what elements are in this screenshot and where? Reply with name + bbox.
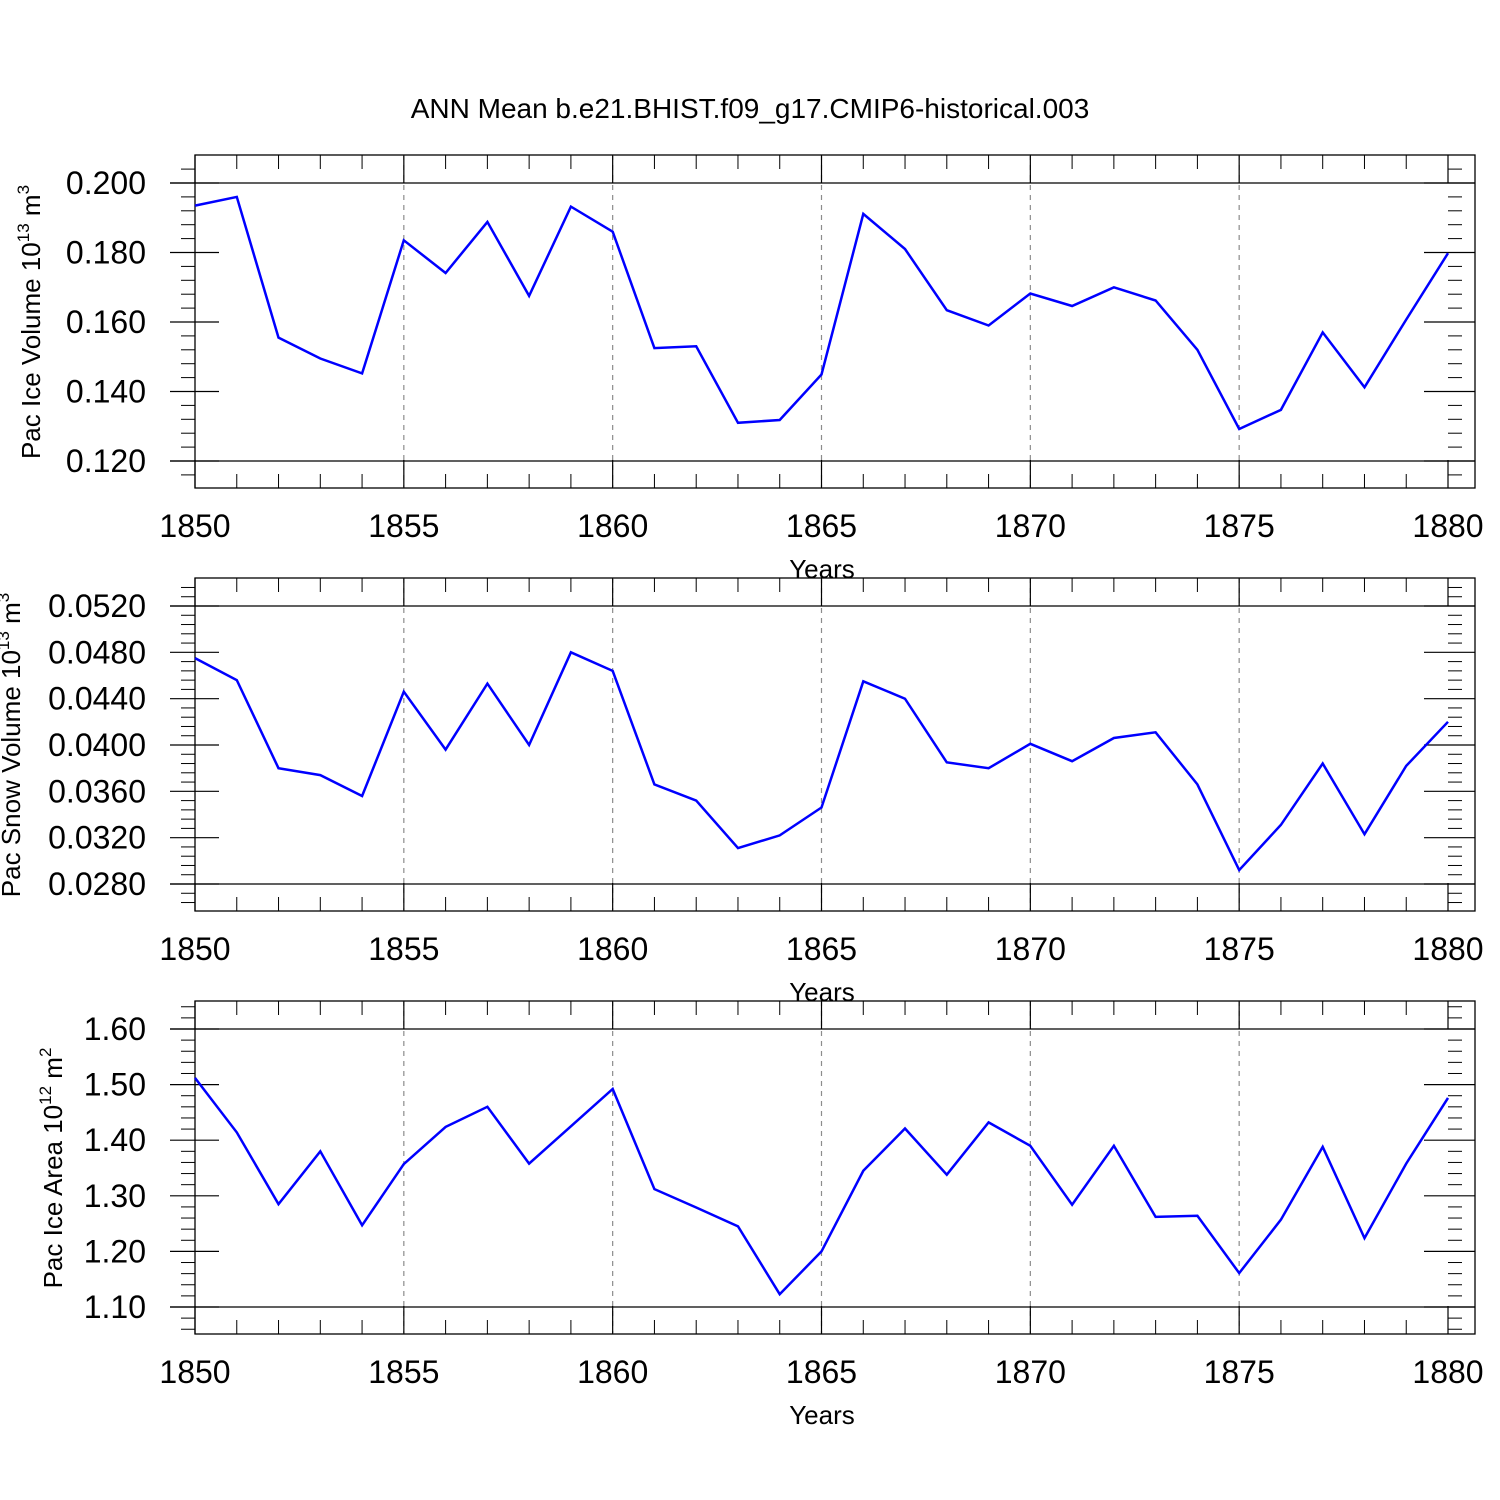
series-line (194, 1077, 1450, 1297)
x-tick-label: 1875 (1204, 931, 1275, 967)
y-tick-label: 0.0280 (48, 866, 146, 902)
y-tick-label: 0.0520 (48, 588, 146, 624)
x-tick-label: 1880 (1412, 931, 1483, 967)
x-tick-label: 1865 (786, 508, 857, 544)
y-tick-label: 1.60 (84, 1011, 146, 1047)
y-tick-label: 0.0480 (48, 634, 146, 670)
y-tick-label: 0.0360 (48, 773, 146, 809)
plot-frame (194, 1000, 1476, 1335)
y-tick-label: 0.0320 (48, 820, 146, 856)
x-tick-label: 1865 (786, 931, 857, 967)
x-tick-label: 1850 (159, 508, 230, 544)
x-axis-title: Years (789, 1400, 855, 1430)
y-tick-label: 0.200 (66, 165, 146, 201)
chart-panels: 1850 1855 1860 1865 1870 1875 1880 0.120 0.140 0.… (0, 154, 1484, 1430)
y-tick-label: 1.20 (84, 1233, 146, 1269)
y-tick-label: 1.30 (84, 1178, 146, 1214)
y-tick-label: 0.0440 (48, 681, 146, 717)
series-line (194, 650, 1449, 873)
x-tick-label: 1860 (577, 931, 648, 967)
x-tick-label: 1875 (1204, 1354, 1275, 1390)
x-tick-label: 1850 (159, 931, 230, 967)
x-tick-label: 1855 (368, 1354, 439, 1390)
y-axis-title: Pac Ice Area 1012 m2 (36, 1048, 68, 1289)
x-tick-label: 1855 (368, 931, 439, 967)
y-tick-label: 1.10 (84, 1289, 146, 1325)
x-tick-label: 1875 (1204, 508, 1275, 544)
x-tick-label: 1880 (1412, 508, 1483, 544)
y-axis-title: Pac Snow Volume 1013 m3 (0, 593, 26, 897)
y-tick-label: 0.120 (66, 443, 146, 479)
x-tick-label: 1870 (995, 931, 1066, 967)
y-axis-title: Pac Ice Volume 1013 m3 (14, 185, 46, 459)
y-tick-label: 0.180 (66, 235, 146, 271)
y-tick-label: 0.0400 (48, 727, 146, 763)
y-tick-label: 1.40 (84, 1122, 146, 1158)
y-tick-label: 0.140 (66, 374, 146, 410)
x-tick-label: 1870 (995, 1354, 1066, 1390)
page-title: ANN Mean b.e21.BHIST.f09_g17.CMIP6-histo… (411, 93, 1090, 124)
x-tick-label: 1855 (368, 508, 439, 544)
x-tick-label: 1860 (577, 1354, 648, 1390)
x-tick-label: 1880 (1412, 1354, 1483, 1390)
chart-panel-1: 1850 1855 1860 1865 1870 1875 1880 0.120 0.140 0.… (14, 154, 1484, 584)
x-tick-label: 1850 (159, 1354, 230, 1390)
x-tick-label: 1860 (577, 508, 648, 544)
chart-panel-2: 1850 1855 1860 1865 1870 1875 1880 0.0280 0.0320… (0, 577, 1484, 1007)
chart-panel-3: 1850 1855 1860 1865 1870 1875 1880 1.10 1.20 1.30… (36, 1000, 1484, 1430)
x-tick-label: 1870 (995, 508, 1066, 544)
x-tick-label: 1865 (786, 1354, 857, 1390)
y-tick-label: 0.160 (66, 304, 146, 340)
series-line (194, 195, 1450, 431)
y-tick-label: 1.50 (84, 1067, 146, 1103)
